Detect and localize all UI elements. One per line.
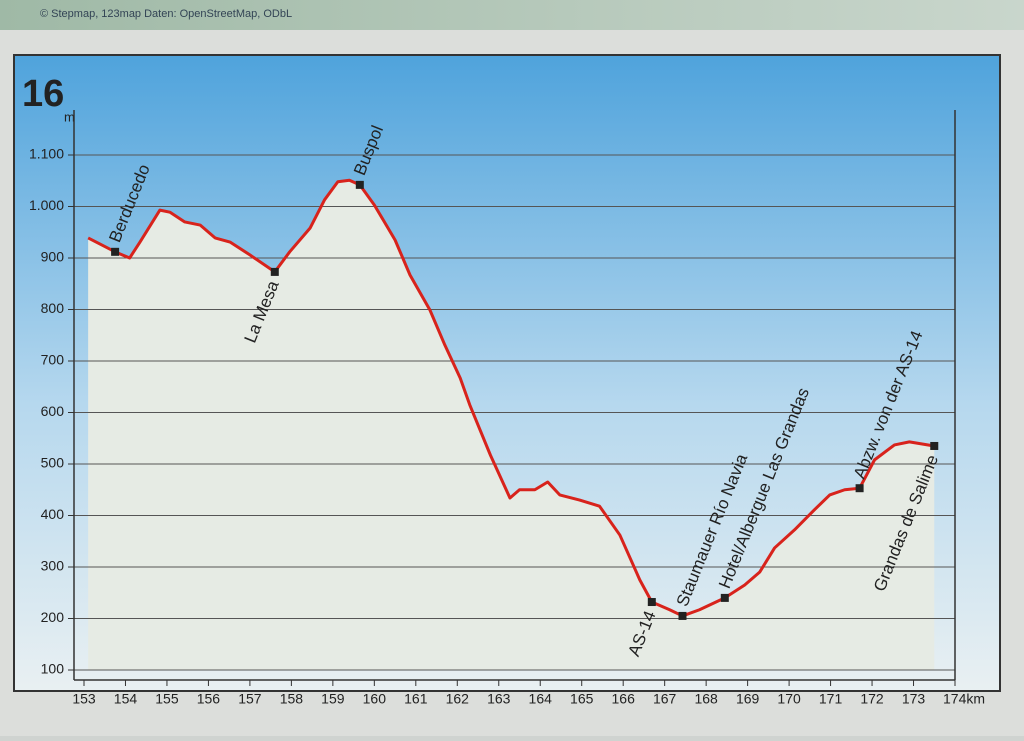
x-tick-label: 171	[819, 691, 843, 707]
y-tick-label: 600	[41, 403, 65, 419]
waypoint-marker	[270, 267, 279, 276]
y-tick-label: 900	[41, 249, 65, 265]
x-tick-label: 154	[114, 691, 138, 707]
y-tick-label: 700	[41, 352, 65, 368]
x-tick-label: 166	[612, 691, 636, 707]
x-tick-label: 173	[902, 691, 926, 707]
y-tick-label: 1.100	[29, 146, 64, 162]
y-tick-label: 400	[41, 506, 65, 522]
x-tick-label: 155	[155, 691, 179, 707]
x-tick-label: 174km	[943, 691, 985, 707]
chart-title: 16	[22, 73, 64, 115]
x-tick-label: 168	[694, 691, 718, 707]
waypoint-marker	[355, 180, 364, 189]
elevation-line	[87, 178, 935, 618]
x-tick-label: 159	[321, 691, 345, 707]
source: © Stepmap, 123map Daten: OpenStreetMap, …	[40, 8, 292, 20]
waypoint-marker	[647, 598, 656, 607]
x-tick-label: 169	[736, 691, 760, 707]
x-tick-label: 165	[570, 691, 594, 707]
waypoint-marker	[720, 593, 729, 602]
waypoint-marker	[678, 611, 687, 620]
y-tick-label: 1.000	[29, 197, 64, 213]
area	[88, 180, 935, 671]
x-tick-label: 167	[653, 691, 677, 707]
y-tick-label: 500	[41, 455, 65, 471]
waypoint-marker	[111, 247, 120, 256]
y-tick-label: 800	[41, 300, 65, 316]
x-tick-label: 158	[280, 691, 304, 707]
x-tick-label: 170	[777, 691, 801, 707]
y-axis-label: m	[64, 109, 75, 124]
x-tick-label: 157	[238, 691, 262, 707]
x-tick-label: 162	[446, 691, 470, 707]
x-tick-label: 172	[860, 691, 884, 707]
x-tick-label: 164	[529, 691, 553, 707]
y-tick-label: 300	[41, 558, 65, 574]
waypoint-marker	[855, 484, 864, 493]
x-tick-label: 156	[197, 691, 221, 707]
x-tick-label: 153	[72, 691, 96, 707]
x-tick-label: 160	[363, 691, 387, 707]
y-tick-label: 200	[41, 609, 65, 625]
x-tick-label: 161	[404, 691, 428, 707]
x-tick-label: 163	[487, 691, 511, 707]
waypoint-marker	[930, 441, 939, 450]
y-tick-label: 100	[41, 661, 65, 677]
